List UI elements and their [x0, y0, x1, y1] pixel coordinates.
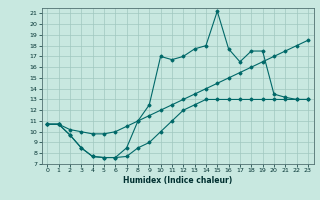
X-axis label: Humidex (Indice chaleur): Humidex (Indice chaleur) — [123, 176, 232, 185]
